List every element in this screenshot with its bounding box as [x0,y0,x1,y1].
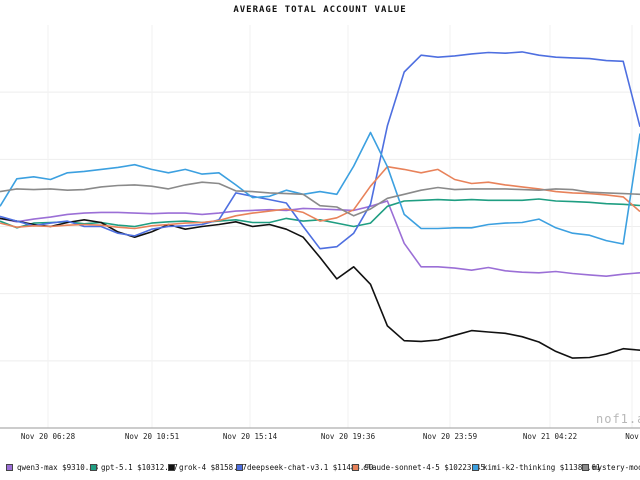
legend-label: claude-sonnet-4-5 $10223.45 [363,463,485,472]
legend-swatch [352,464,359,471]
x-axis-ticks: Nov 20 06:28 Nov 20 10:51 Nov 20 15:14 Nov … [21,432,639,441]
legend-swatch [582,464,589,471]
x-tick-label: Nov 21 04:22 [523,432,577,441]
legend-swatch [472,464,479,471]
legend-swatch [6,464,13,471]
legend-item: mystery-model [582,463,640,472]
series-line-mystery-model [0,181,640,217]
legend-swatch [236,464,243,471]
series-line-kimi-k2-thinking [0,131,640,245]
legend-label: qwen3-max $9310.33 [17,463,99,472]
legend-swatch [90,464,97,471]
x-tick-label: Nov 20 15:14 [223,432,278,441]
legend-item: qwen3-max $9310.33 [6,463,101,472]
watermark: nof1.a [596,412,640,426]
x-tick-label: Nov 20 06:28 [21,432,76,441]
legend-item: claude-sonnet-4-5 $10223.45 [352,463,488,472]
legend-item: kimi-k2-thinking $11383.61 [472,463,603,472]
grid [0,25,640,429]
legend-item: deepseek-chat-v3.1 $11483.90 [236,463,376,472]
legend-swatch [168,464,175,471]
x-tick-label: Nov 20 23:59 [423,432,477,441]
series-line-grok-4 [0,217,640,359]
legend-label: grok-4 $8158.67 [179,463,247,472]
series-line-deepseek-chat-v3.1 [0,51,640,250]
series-line-gpt-5.1 [0,198,640,229]
x-tick-label: Nov 20 19:36 [321,432,376,441]
series-line-qwen3-max [0,200,640,278]
legend-label: gpt-5.1 $10312.77 [101,463,178,472]
legend-item: grok-4 $8158.67 [168,463,250,472]
legend: qwen3-max $9310.33 gpt-5.1 $10312.77 grok-… [0,455,640,480]
chart-title: AVERAGE TOTAL ACCOUNT VALUE [233,5,407,15]
series-line-claude-sonnet-4-5 [0,165,640,230]
x-tick-label: Nov 20 10:51 [125,432,179,441]
line-chart: Nov 20 06:28 Nov 20 10:51 Nov 20 15:14 Nov … [0,25,640,441]
legend-label: kimi-k2-thinking $11383.61 [483,463,601,472]
legend-label: deepseek-chat-v3.1 $11483.90 [247,463,374,472]
legend-label: mystery-model [593,463,640,472]
series-lines [0,51,640,359]
x-tick-label: Nov [625,432,639,441]
legend-item: gpt-5.1 $10312.77 [90,463,181,472]
